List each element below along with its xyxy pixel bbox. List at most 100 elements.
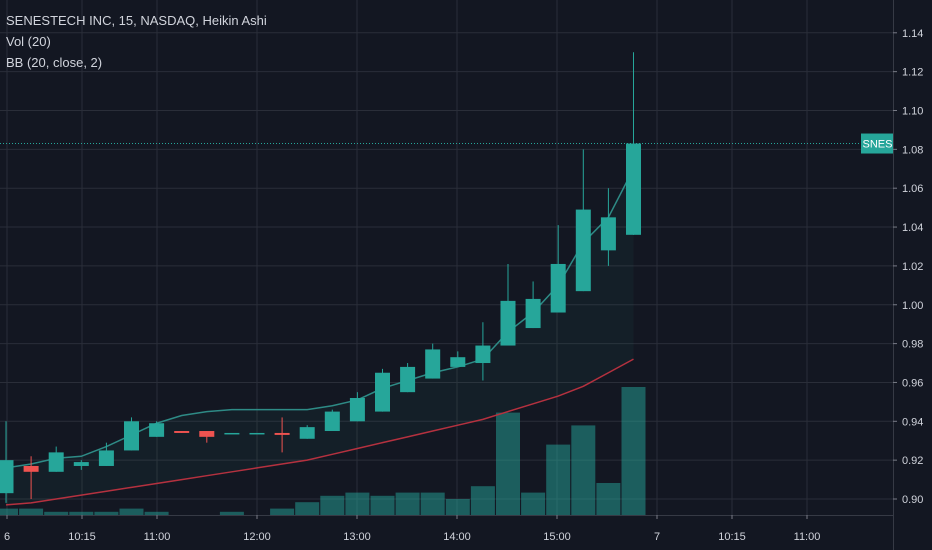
candle-body <box>475 345 491 364</box>
candle <box>550 225 566 313</box>
volume-bar <box>295 502 320 515</box>
candle <box>475 322 491 381</box>
price-tick-label: 0.94 <box>902 416 923 428</box>
time-tick-label: 12:00 <box>243 531 271 543</box>
price-tick-label: 1.00 <box>902 300 923 312</box>
candle-body <box>249 432 265 435</box>
price-tick-label: 0.90 <box>902 494 923 506</box>
candle <box>500 263 516 346</box>
candle <box>249 432 265 435</box>
volume-bar <box>44 511 69 515</box>
candle-body <box>23 465 39 472</box>
volume-bar <box>119 508 144 515</box>
price-tick-label: 0.92 <box>902 455 923 467</box>
volume-bar <box>445 499 470 515</box>
candle <box>48 446 64 472</box>
volume-bar <box>19 508 44 515</box>
candle <box>375 368 390 412</box>
volume-bar <box>370 495 395 515</box>
candle-body <box>525 298 541 329</box>
volume-bar <box>546 444 571 515</box>
volume-bar <box>521 492 546 515</box>
price-tick-label: 1.12 <box>902 67 923 79</box>
candle-body <box>48 452 64 472</box>
candle <box>400 363 416 393</box>
candle <box>450 351 466 367</box>
price-line: SNES <box>0 133 894 154</box>
candle <box>224 432 240 435</box>
volume-bar <box>270 508 295 515</box>
volume-bar <box>496 412 520 515</box>
candle-body <box>299 427 315 439</box>
candle <box>149 421 165 437</box>
price-tick-label: 1.06 <box>902 183 923 195</box>
time-tick-label: 11:00 <box>144 531 171 543</box>
volume-bar <box>395 492 420 515</box>
legend-symbol[interactable]: SENESTECH INC, 15, NASDAQ, Heikin Ashi <box>6 13 267 28</box>
candle <box>274 417 290 453</box>
candle <box>425 343 441 379</box>
time-axis: 6 10:15 11:00 12:00 13:00 14:00 15:00 7 10:15 11:… <box>0 515 893 550</box>
candle-body <box>324 411 340 432</box>
volume-bar <box>420 492 445 515</box>
time-tick-label: 14:00 <box>443 531 471 543</box>
time-tick-label: 6 <box>4 531 10 543</box>
candle <box>0 421 14 503</box>
candle <box>199 431 215 443</box>
price-tag-label: SNES <box>863 139 893 151</box>
price-tick-label: 1.10 <box>902 106 923 118</box>
candle <box>23 456 39 499</box>
time-tick-label: 7 <box>654 531 660 543</box>
candle <box>299 425 315 439</box>
volume-bar <box>0 508 18 515</box>
candle-body <box>550 263 566 313</box>
price-tick-label: 1.08 <box>902 144 923 156</box>
candle <box>324 409 340 432</box>
grid <box>0 0 893 515</box>
time-tick-label: 10:15 <box>718 531 746 543</box>
price-tick-label: 1.14 <box>902 28 923 40</box>
price-axis: 0.90 0.92 0.94 0.96 0.98 1.00 1.02 1.04 1.06 1.08… <box>893 0 923 550</box>
candle-body <box>124 421 139 451</box>
candle <box>600 188 616 266</box>
candle-body <box>349 397 365 422</box>
legend-volume[interactable]: Vol (20) <box>6 34 51 49</box>
candle <box>98 442 114 466</box>
volume-bar <box>219 511 244 515</box>
time-axis-bg <box>0 515 893 550</box>
candle-body <box>199 431 215 437</box>
candle <box>73 460 89 470</box>
price-tick-label: 0.96 <box>902 377 923 389</box>
candle-body <box>575 209 591 292</box>
volume-bar <box>144 511 169 515</box>
volume-bar <box>470 486 495 515</box>
time-tick-label: 11:00 <box>794 531 821 543</box>
volume-bar <box>94 511 119 515</box>
bb-basis-line <box>5 358 634 506</box>
time-tick-label: 15:00 <box>543 531 571 543</box>
candle-body <box>73 462 89 466</box>
price-tick-label: 1.04 <box>902 222 923 234</box>
candle <box>124 417 139 451</box>
candle-body <box>274 432 290 435</box>
volume-bar <box>345 492 370 515</box>
legend-bollinger[interactable]: BB (20, close, 2) <box>6 55 103 70</box>
candle-body <box>626 143 641 235</box>
candle <box>575 149 591 292</box>
volume-bar <box>596 483 621 515</box>
candles <box>0 52 641 503</box>
time-tick-label: 13:00 <box>343 531 371 543</box>
volume-bars <box>0 387 646 515</box>
candle-body <box>224 432 240 435</box>
candle-body <box>600 217 616 251</box>
candle-body <box>375 372 390 412</box>
candle-body <box>450 357 466 367</box>
candle <box>349 392 365 422</box>
candle-body <box>0 460 14 494</box>
price-tick-label: 0.98 <box>902 339 923 351</box>
price-tick-label: 1.02 <box>902 261 923 273</box>
candle-body <box>98 450 114 466</box>
candle-body <box>500 300 516 346</box>
